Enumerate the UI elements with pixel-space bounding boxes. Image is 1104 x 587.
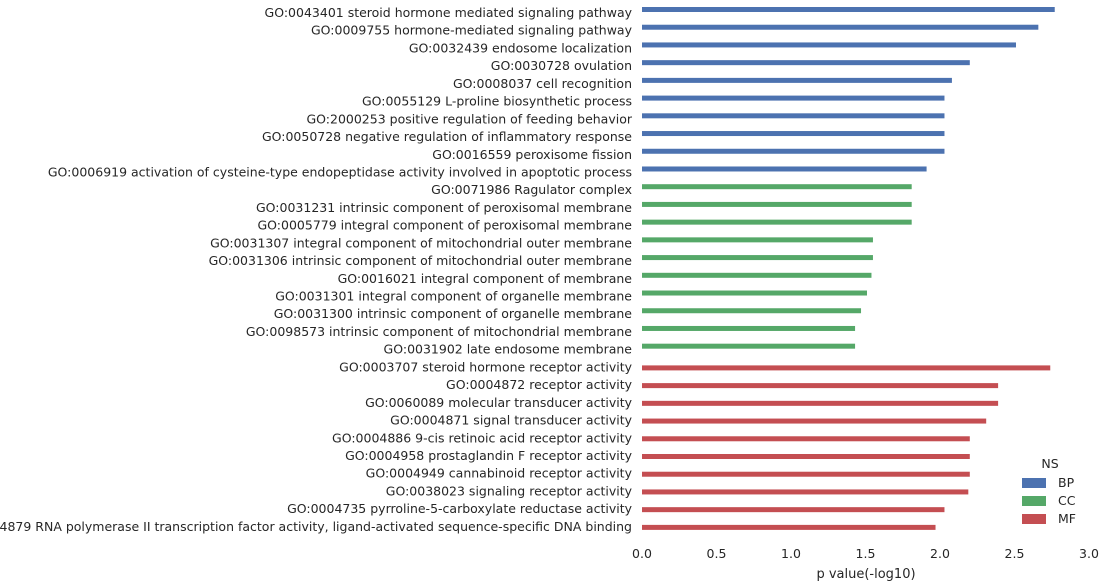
category-label: GO:0008037 cell recognition — [453, 76, 632, 91]
bar-bp — [642, 7, 1055, 12]
category-label: GO:0004872 receptor activity — [446, 377, 633, 392]
x-tick-label: 3.0 — [1079, 546, 1099, 561]
category-label: GO:0004949 cannabinoid receptor activity — [366, 466, 633, 481]
category-label: GO:0043401 steroid hormone mediated sign… — [265, 5, 633, 20]
bar-cc — [642, 219, 912, 225]
category-label: GO:0009755 hormone-mediated signaling pa… — [311, 23, 633, 38]
category-label: GO:0098573 intrinsic component of mitoch… — [246, 324, 632, 339]
category-label: GO:0006919 activation of cysteine-type e… — [48, 164, 632, 179]
bar-bp — [642, 60, 970, 66]
x-tick-label: 0.5 — [707, 546, 727, 561]
bar-mf — [642, 365, 1051, 371]
bar-mf — [642, 383, 999, 389]
x-axis-label: p value(-log10) — [816, 567, 915, 582]
x-tick-label: 2.5 — [1005, 546, 1025, 561]
category-label: GO:0031301 integral component of organel… — [275, 289, 632, 304]
category-label: GO:0038023 signaling receptor activity — [386, 483, 633, 498]
legend-swatch-cc — [1022, 496, 1046, 506]
legend-title: NS — [1041, 456, 1058, 471]
category-label: GO:0031300 intrinsic component of organe… — [274, 306, 633, 321]
category-labels: GO:0043401 steroid hormone mediated sign… — [0, 5, 633, 534]
bar-cc — [642, 343, 856, 349]
bars-layer — [642, 7, 1055, 530]
bar-mf — [642, 400, 999, 406]
bar-cc — [642, 184, 912, 190]
category-label: GO:0004879 RNA polymerase II transcripti… — [0, 519, 632, 534]
category-label: GO:0055129 L-proline biosynthetic proces… — [362, 94, 632, 109]
bar-cc — [642, 255, 873, 261]
bar-mf — [642, 524, 936, 530]
legend-swatch-bp — [1022, 478, 1046, 488]
legend-label-mf: MF — [1058, 511, 1076, 526]
legend: NS BP CC MF — [1022, 456, 1076, 526]
bar-bp — [642, 131, 945, 137]
x-tick-label: 0.0 — [632, 546, 652, 561]
bar-bp — [642, 113, 945, 119]
category-label: GO:0004886 9-cis retinoic acid receptor … — [332, 430, 633, 445]
bar-bp — [642, 166, 927, 172]
category-label: GO:0005779 integral component of peroxis… — [258, 218, 633, 233]
category-label: GO:0060089 molecular transducer activity — [365, 395, 633, 410]
legend-label-bp: BP — [1058, 475, 1075, 490]
bar-mf — [642, 418, 987, 424]
bar-bp — [642, 95, 945, 101]
bar-mf — [642, 436, 970, 442]
legend-label-cc: CC — [1058, 493, 1076, 508]
category-label: GO:0004735 pyrroline-5-carboxylate reduc… — [287, 501, 633, 516]
bar-mf — [642, 471, 970, 477]
category-label: GO:0003707 steroid hormone receptor acti… — [339, 359, 632, 374]
bar-cc — [642, 290, 867, 296]
bar-bp — [642, 24, 1039, 30]
legend-swatch-mf — [1022, 514, 1046, 524]
bar-mf — [642, 489, 969, 495]
x-tick-label: 2.0 — [930, 546, 950, 561]
bar-cc — [642, 201, 912, 207]
bar-cc — [642, 308, 862, 314]
bar-cc — [642, 272, 872, 278]
category-label: GO:0032439 endosome localization — [409, 40, 632, 55]
category-label: GO:0031902 late endosome membrane — [384, 342, 633, 357]
bar-bp — [642, 77, 952, 83]
category-label: GO:0016021 integral component of membran… — [338, 271, 633, 286]
category-label: GO:0004871 signal transducer activity — [390, 413, 632, 428]
category-label: GO:2000253 positive regulation of feedin… — [306, 111, 632, 126]
x-axis: 0.0 0.5 1.0 1.5 2.0 2.5 3.0 — [632, 546, 1099, 561]
bar-cc — [642, 325, 856, 331]
bar-mf — [642, 454, 970, 459]
category-label: GO:0050728 negative regulation of inflam… — [262, 129, 632, 144]
bar-bp — [642, 42, 1016, 48]
category-label: GO:0071986 Ragulator complex — [431, 182, 632, 197]
category-label: GO:0016559 peroxisome fission — [432, 147, 632, 162]
category-label: GO:0004958 prostaglandin F receptor acti… — [345, 448, 633, 463]
x-tick-label: 1.5 — [856, 546, 876, 561]
bar-cc — [642, 237, 873, 243]
category-label: GO:0031306 intrinsic component of mitoch… — [209, 253, 633, 268]
category-label: GO:0030728 ovulation — [491, 58, 632, 73]
category-label: GO:0031307 integral component of mitocho… — [210, 235, 632, 250]
bar-bp — [642, 148, 945, 154]
legend-items: BP CC MF — [1022, 475, 1076, 526]
x-tick-label: 1.0 — [781, 546, 801, 561]
bar-mf — [642, 507, 945, 513]
category-label: GO:0031231 intrinsic component of peroxi… — [256, 200, 632, 215]
